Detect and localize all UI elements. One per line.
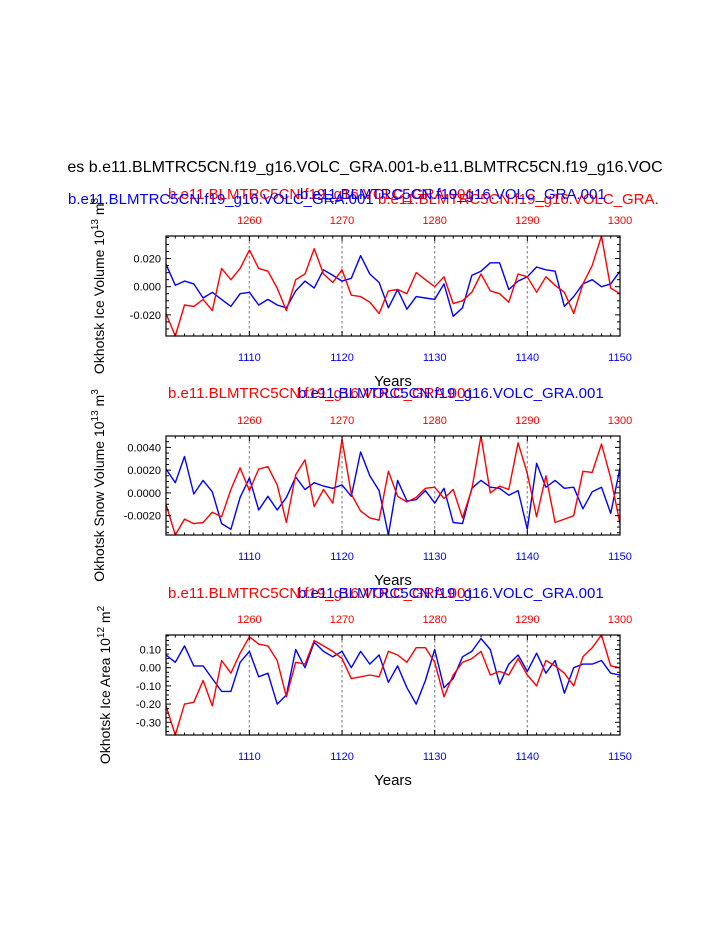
x-tick-label-top: 1280 bbox=[422, 215, 446, 227]
series-line-red bbox=[165, 235, 621, 337]
y-tick-label: 0.020 bbox=[133, 254, 161, 266]
x-tick-label-bottom: 1140 bbox=[516, 352, 540, 364]
y-axis-label-part: 3 bbox=[90, 389, 101, 395]
y-tick-label: -0.20 bbox=[136, 699, 161, 711]
x-tick-label-top: 1290 bbox=[515, 215, 539, 227]
y-axis-label-part: m bbox=[91, 203, 107, 219]
x-tick-label-bottom: 1140 bbox=[516, 551, 540, 563]
y-axis-label-part: Okhotsk Ice Area 10 bbox=[97, 638, 113, 764]
chart-panel-2: -0.0020 0.0000 0.0020 0.0040 1110 1120 1130 114… bbox=[90, 385, 632, 589]
y-tick-label: 0.10 bbox=[140, 645, 161, 657]
y-tick-label: 0.0040 bbox=[127, 442, 161, 454]
x-tick-label-top: 1270 bbox=[330, 215, 354, 227]
y-axis-label: Okhotsk Ice Area 1012 m2 bbox=[96, 605, 113, 764]
x-tick-label-top: 1260 bbox=[237, 614, 261, 626]
x-tick-label-bottom: 1130 bbox=[423, 352, 447, 364]
series-title-blue: b.e11.BLMTRC5CN.f19_g16.VOLC_GRA.001 bbox=[68, 191, 374, 208]
y-tick-label: -0.30 bbox=[136, 717, 161, 729]
series-title-blue: b.e11.BLMTRC5CN.f19_g16.VOLC_GRA.001 bbox=[298, 385, 604, 402]
x-tick-label-top: 1270 bbox=[330, 415, 354, 427]
x-tick-label-bottom: 1120 bbox=[330, 352, 354, 364]
series-line-blue bbox=[165, 451, 621, 536]
figure-title: es b.e11.BLMTRC5CN.f19_g16.VOLC_GRA.001-… bbox=[67, 159, 662, 176]
y-axis-label-part: 13 bbox=[90, 219, 101, 231]
x-tick-label-top: 1300 bbox=[608, 415, 632, 427]
x-tick-label-bottom: 1120 bbox=[330, 551, 354, 563]
y-axis-label-part: Okhotsk Snow Volume 10 bbox=[91, 421, 107, 582]
x-tick-label-bottom: 1130 bbox=[423, 551, 447, 563]
x-tick-label-bottom: 1150 bbox=[608, 551, 632, 563]
series-title-red-right: b.e11.BLMTRC5CN.f19_g16.VOLC_GRA. bbox=[378, 191, 659, 208]
y-axis-label: Okhotsk Ice Volume 1013 m3 bbox=[90, 197, 107, 374]
y-tick-label: -0.10 bbox=[136, 681, 161, 693]
y-axis-label-part: Okhotsk Ice Volume 10 bbox=[91, 230, 107, 374]
series-title-blue-overlap: b.e11.BLMTRC5CN.f19_g16.VOLC_GRA.001 bbox=[300, 186, 606, 203]
x-tick-label-top: 1300 bbox=[608, 614, 632, 626]
series-line-red bbox=[165, 435, 621, 536]
y-axis-label-part: m bbox=[91, 395, 107, 411]
y-axis-label-part: 13 bbox=[90, 410, 101, 422]
x-tick-label-top: 1260 bbox=[237, 415, 261, 427]
y-tick-label: -0.020 bbox=[130, 310, 161, 322]
series-line-blue bbox=[165, 254, 621, 317]
plot-frame bbox=[165, 634, 621, 736]
y-axis-label-part: m bbox=[97, 611, 113, 627]
series-line-red bbox=[165, 634, 621, 736]
x-tick-label-top: 1290 bbox=[515, 415, 539, 427]
x-tick-label-bottom: 1150 bbox=[608, 751, 632, 763]
x-tick-label-bottom: 1110 bbox=[238, 551, 261, 563]
x-axis-label: Years bbox=[374, 373, 412, 390]
x-tick-label-top: 1270 bbox=[330, 614, 354, 626]
x-tick-label-bottom: 1150 bbox=[608, 352, 632, 364]
y-tick-label: 0.00 bbox=[140, 663, 161, 675]
x-axis-label: Years bbox=[374, 772, 412, 789]
plot-frame bbox=[165, 435, 621, 536]
chart-panel-3: -0.30 -0.20 -0.10 0.00 0.10 1110 1120 1130 1140 1… bbox=[96, 585, 632, 789]
series-title-red: b.e11.BLMTRC5CN.f19_g16.VOLC_GRA.001 bbox=[168, 385, 474, 402]
x-tick-label-bottom: 1140 bbox=[516, 751, 540, 763]
y-tick-label: -0.0020 bbox=[124, 511, 161, 523]
x-tick-label-bottom: 1130 bbox=[423, 751, 447, 763]
x-tick-label-top: 1260 bbox=[237, 215, 261, 227]
x-axis-label: Years bbox=[374, 572, 412, 589]
x-tick-label-top: 1290 bbox=[515, 614, 539, 626]
y-tick-label: 0.0000 bbox=[127, 488, 161, 500]
plot-frame bbox=[165, 235, 621, 337]
x-tick-label-bottom: 1110 bbox=[238, 352, 261, 364]
x-tick-label-bottom: 1110 bbox=[238, 751, 261, 763]
y-axis-label-part: 12 bbox=[96, 627, 107, 639]
y-axis-label-part: 3 bbox=[90, 197, 101, 203]
x-tick-label-top: 1280 bbox=[422, 415, 446, 427]
x-tick-label-bottom: 1120 bbox=[330, 751, 354, 763]
x-tick-label-top: 1280 bbox=[422, 614, 446, 626]
y-axis-label-part: 2 bbox=[96, 605, 107, 611]
series-title-blue: b.e11.BLMTRC5CN.f19_g16.VOLC_GRA.001 bbox=[298, 585, 604, 602]
y-tick-label: 0.000 bbox=[133, 282, 161, 294]
y-tick-label: 0.0020 bbox=[127, 465, 161, 477]
chart-panel-1: -0.020 0.000 0.020 1110 1120 1130 1140 1150 1260… bbox=[68, 186, 659, 390]
chart-panels: -0.020 0.000 0.020 1110 1120 1130 1140 1150 1260… bbox=[68, 186, 659, 789]
y-axis-label: Okhotsk Snow Volume 1013 m3 bbox=[90, 389, 107, 582]
series-title-red: b.e11.BLMTRC5CN.f19_g16.VOLC_GRA.001 bbox=[168, 186, 474, 203]
series-line-blue bbox=[165, 637, 621, 705]
series-title-red: b.e11.BLMTRC5CN.f19_g16.VOLC_GRA.001 bbox=[168, 585, 474, 602]
x-tick-label-top: 1300 bbox=[608, 215, 632, 227]
